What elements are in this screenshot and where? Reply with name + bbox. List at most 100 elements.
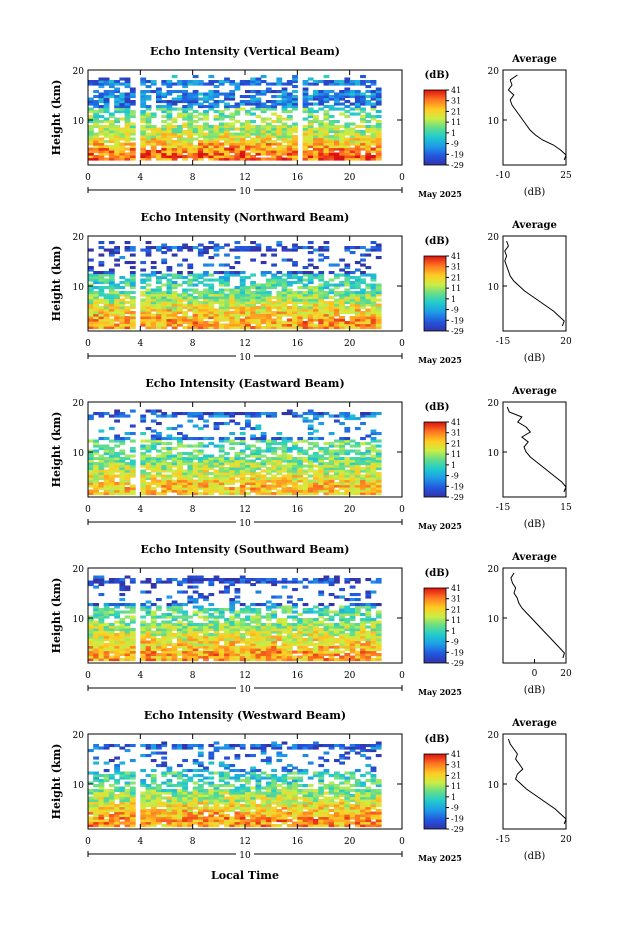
heatmap-cell — [354, 625, 361, 629]
heatmap-cell — [375, 412, 382, 416]
heatmap-cell — [239, 464, 246, 468]
x-tick-label: 4 — [137, 339, 143, 349]
heatmap-cell — [286, 633, 293, 637]
heatmap-cell — [88, 276, 94, 280]
heatmap-cell — [93, 643, 99, 647]
heatmap-cell — [344, 82, 351, 86]
heatmap-cell — [171, 326, 178, 330]
heatmap-cell — [344, 477, 351, 481]
heatmap-cell — [318, 454, 325, 458]
x-tick-label: 12 — [239, 505, 250, 515]
heatmap-cell — [208, 472, 215, 476]
heatmap-cell — [145, 459, 152, 463]
colorbar-tick-label: 11 — [451, 450, 461, 459]
heatmap-cell — [203, 595, 209, 599]
heatmap-cell — [255, 308, 262, 312]
heatmap-cell — [271, 286, 277, 290]
heatmap-cell — [307, 286, 314, 290]
heatmap-cell — [260, 92, 267, 96]
heatmap-cell — [98, 291, 105, 295]
heatmap-cell — [297, 623, 304, 627]
heatmap-cell — [323, 575, 330, 579]
heatmap-cell — [171, 135, 178, 139]
heatmap-cell — [166, 306, 173, 310]
heatmap-cell — [292, 263, 298, 267]
heatmap-cell — [161, 293, 168, 297]
heatmap-cell — [218, 323, 225, 327]
heatmap-cell — [354, 283, 361, 287]
heatmap-cell — [108, 298, 115, 302]
heatmap-cell — [166, 296, 173, 300]
heatmap-cell — [208, 613, 215, 617]
heatmap-cell — [281, 610, 288, 614]
heatmap-cell — [349, 608, 356, 612]
heatmap-cell — [250, 635, 256, 639]
heatmap-cell — [234, 464, 241, 468]
heatmap-cell — [88, 120, 94, 124]
heatmap-cell — [286, 447, 293, 451]
heatmap-cell — [229, 150, 236, 154]
heatmap-cell — [103, 301, 110, 305]
heatmap-cell — [349, 107, 356, 111]
heatmap-cell — [171, 147, 178, 151]
heatmap-cell — [129, 95, 136, 99]
heatmap-cell — [197, 479, 204, 483]
heatmap-cell — [224, 482, 230, 486]
heatmap-cell — [307, 464, 314, 468]
heatmap-cell — [129, 147, 136, 151]
heatmap-cell — [328, 457, 335, 461]
heatmap-cell — [281, 452, 288, 456]
heatmap-cell — [360, 630, 366, 634]
heatmap-cell — [302, 102, 309, 106]
heatmap-cell — [108, 643, 115, 647]
heatmap-cell — [197, 459, 204, 463]
heatmap-cell — [307, 157, 314, 161]
heatmap-cell — [250, 484, 256, 488]
heatmap-cell — [370, 313, 377, 317]
x-tick-label: 20 — [344, 173, 356, 183]
heatmap-cell — [328, 467, 335, 471]
heatmap-cell — [229, 640, 236, 644]
heatmap-cell — [119, 293, 126, 297]
heatmap-cell — [245, 580, 251, 584]
heatmap-cell — [171, 283, 178, 287]
heatmap-cell — [187, 130, 194, 134]
heatmap-cell — [281, 477, 288, 481]
heatmap-cell — [108, 623, 115, 627]
heatmap-cell — [313, 318, 319, 322]
heatmap-cell — [182, 618, 188, 622]
heatmap-cell — [161, 459, 168, 463]
heatmap-cell — [302, 92, 309, 96]
heatmap-cell — [360, 75, 366, 79]
heatmap-cell — [313, 316, 319, 320]
heatmap-cell — [129, 610, 136, 614]
heatmap-cell — [98, 246, 105, 250]
heatmap-cell — [334, 640, 340, 644]
heatmap-cell — [302, 286, 309, 290]
heatmap-cell — [265, 457, 272, 461]
heatmap-cell — [328, 296, 335, 300]
heatmap-cell — [187, 132, 194, 136]
heatmap-cell — [98, 271, 105, 275]
heatmap-cell — [354, 643, 361, 647]
heatmap-cell — [140, 658, 147, 662]
heatmap-cell — [140, 452, 147, 456]
heatmap-cell — [265, 301, 272, 305]
heatmap-cell — [344, 80, 351, 84]
heatmap-cell — [349, 155, 356, 159]
heatmap-cell — [213, 293, 220, 297]
heatmap-cell — [93, 467, 99, 471]
heatmap-cell — [156, 484, 162, 488]
heatmap-cell — [328, 150, 335, 154]
heatmap-cell — [245, 464, 251, 468]
heatmap-cell — [161, 145, 168, 149]
heatmap-cell — [313, 157, 319, 161]
heatmap-cell — [224, 439, 230, 443]
heatmap-cell — [344, 489, 351, 493]
heatmap-cell — [218, 263, 225, 267]
heatmap-cell — [365, 442, 372, 446]
heatmap-cell — [103, 298, 110, 302]
heatmap-cell — [339, 318, 345, 322]
heatmap-cell — [203, 137, 209, 141]
heatmap-cell — [108, 135, 115, 139]
